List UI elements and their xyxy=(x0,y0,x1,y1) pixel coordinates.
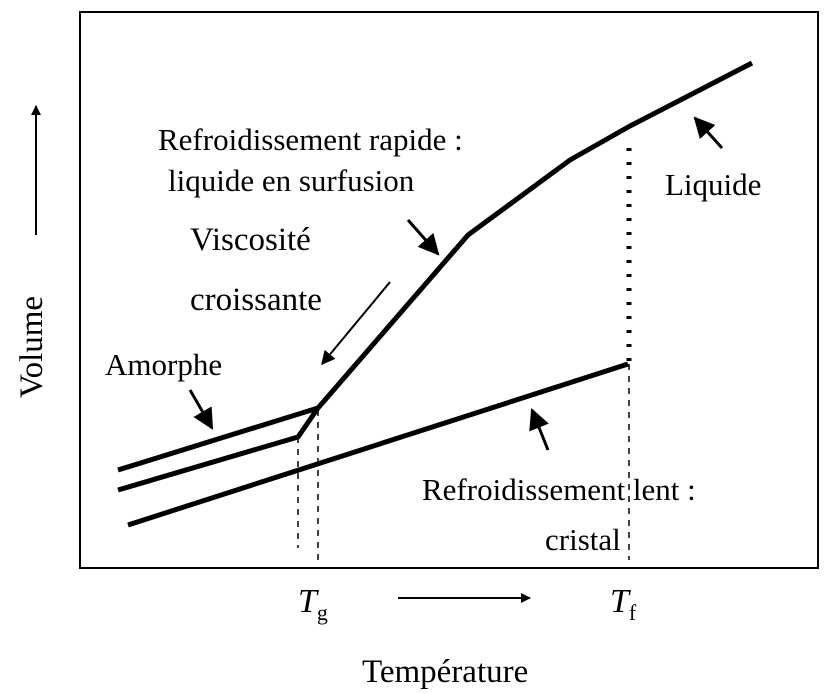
slow-cooling-arrow xyxy=(529,408,550,451)
slow-cooling-label-line2: cristal xyxy=(545,522,621,557)
y-axis-label: Volume xyxy=(14,296,50,398)
plot-frame xyxy=(79,11,819,569)
slow-cooling-label-line1: Refroidissement lent : xyxy=(422,472,696,507)
amorphous-line-fast xyxy=(117,405,319,473)
liquid-curve xyxy=(316,60,754,410)
liquid-label: Liquide xyxy=(665,167,761,202)
tf-symbol: T xyxy=(610,583,631,620)
tg-label: Tg xyxy=(298,583,328,625)
amorphous-arrow xyxy=(188,389,214,430)
liquid-arrow xyxy=(693,116,724,150)
tf-subscript: f xyxy=(629,600,637,625)
rapid-cooling-label-line2: liquide en surfusion xyxy=(168,163,415,198)
amorphous-line-slow xyxy=(117,406,321,493)
viscosity-label-line2: croissante xyxy=(190,282,322,318)
tg-symbol: T xyxy=(298,583,319,620)
amorphous-label: Amorphe xyxy=(105,347,222,382)
x-axis-label: Température xyxy=(362,654,528,690)
rapid-cooling-label-line1: Refroidissement rapide : xyxy=(158,122,463,157)
viscosity-label-line1: Viscosité xyxy=(190,222,311,258)
crystal-line xyxy=(127,361,629,528)
tf-label: Tf xyxy=(610,583,637,625)
tg-subscript: g xyxy=(317,600,328,625)
viscosity-arrow xyxy=(321,281,391,366)
rapid-cooling-arrow xyxy=(406,219,440,256)
